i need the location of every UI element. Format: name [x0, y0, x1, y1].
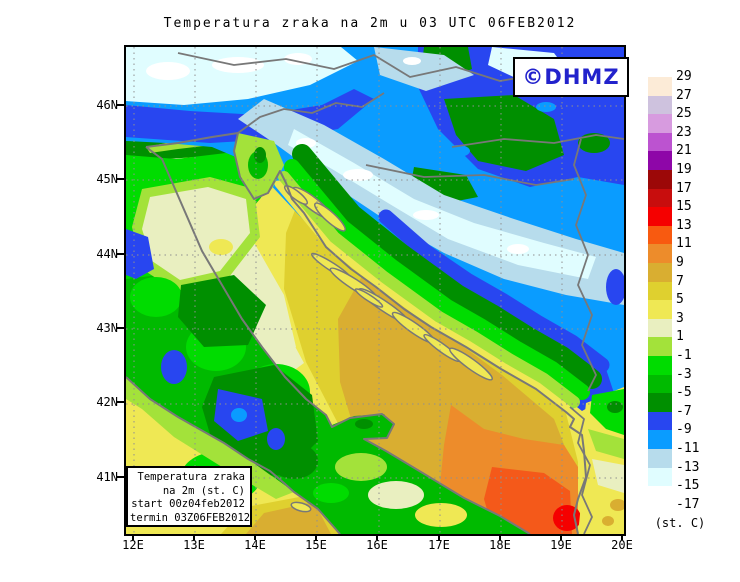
colorbar-swatch: [648, 244, 672, 263]
colorbar-level-label: 13: [676, 217, 692, 233]
colorbar-swatch: [648, 486, 672, 505]
colorbar-swatch: [648, 374, 672, 394]
colorbar-swatch: [648, 263, 672, 282]
info-line-parameter: Temperatura zraka: [137, 471, 245, 483]
y-tick-mark: [117, 104, 124, 106]
adriatic-islands: [283, 185, 493, 513]
colorbar-level-label: 3: [676, 310, 684, 326]
colorbar-level-label: -5: [676, 385, 692, 401]
dalmatian-coast-bands: [274, 144, 602, 413]
colorbar-swatch: [648, 281, 672, 301]
x-tick-mark: [560, 534, 562, 540]
colorbar-level-label: -7: [676, 403, 692, 419]
country-borders: [177, 52, 624, 534]
colorbar-level-label: 25: [676, 106, 692, 122]
colorbar-level-label: -17: [676, 496, 700, 512]
y-tick-label: 45N: [96, 172, 118, 186]
colorbar-swatch: [648, 467, 672, 487]
x-tick-mark: [132, 534, 134, 540]
colorbar-swatch: [648, 188, 672, 208]
y-tick-label: 41N: [96, 470, 118, 484]
colorbar-level-label: 19: [676, 162, 692, 177]
colorbar-swatch: [648, 170, 672, 189]
y-tick-label: 43N: [96, 321, 118, 335]
y-tick-mark: [117, 401, 124, 403]
colorbar-level-label: -1: [676, 348, 692, 363]
colorbar-level-label: 21: [676, 143, 692, 159]
y-tick-mark: [117, 178, 124, 180]
colorbar-swatch: [648, 393, 672, 412]
colorbar-swatch: [648, 356, 672, 375]
dhmz-logo-box: ©DHMZ: [513, 57, 629, 97]
x-tick-mark: [499, 534, 501, 540]
colorbar-level-label: 5: [676, 292, 684, 308]
colorbar-swatch: [648, 151, 672, 170]
x-tick-mark: [376, 534, 378, 540]
colorbar-swatch: [648, 77, 672, 96]
albania-land: [578, 389, 624, 534]
coastlines: [126, 132, 587, 534]
x-tick-mark: [254, 534, 256, 540]
y-tick-mark: [117, 327, 124, 329]
x-tick-label: 16E: [366, 538, 388, 552]
colorbar-swatch: [648, 337, 672, 356]
x-tick-mark: [438, 534, 440, 540]
colorbar-swatch: [648, 95, 672, 115]
colorbar-swatch: [648, 430, 672, 449]
colorbar-level-label: 11: [676, 236, 692, 252]
map-frame: [124, 45, 626, 536]
colorbar-level-label: -15: [676, 478, 700, 494]
y-tick-label: 42N: [96, 395, 118, 409]
y-tick-mark: [117, 476, 124, 478]
colorbar-level-label: 15: [676, 199, 692, 215]
colorbar-swatch: [648, 300, 672, 319]
colorbar-level-label: 9: [676, 255, 684, 270]
istria-peninsula: [234, 133, 284, 201]
temperature-map: [126, 47, 624, 534]
info-line-level: na 2m (st. C): [162, 484, 245, 497]
page-title: Temperatura zraka na 2m u 03 UTC 06FEB20…: [163, 16, 577, 31]
info-line-termin: termin 03Z06FEB2012: [130, 511, 251, 524]
x-tick-mark: [621, 534, 623, 540]
colorbar-swatch: [648, 411, 672, 431]
x-tick-label: 14E: [244, 538, 266, 552]
x-tick-mark: [315, 534, 317, 540]
colorbar-swatch: [648, 318, 672, 338]
y-tick-label: 46N: [96, 98, 118, 112]
x-tick-label: 15E: [305, 538, 327, 552]
run-info-box: Temperatura zraka na 2m (st. C) start 00…: [126, 466, 252, 527]
grid-lines: [126, 47, 624, 534]
x-tick-label: 12E: [122, 538, 144, 552]
y-tick-mark: [117, 253, 124, 255]
x-tick-label: 17E: [428, 538, 450, 552]
info-line-start: start 00z04feb2012: [131, 498, 245, 510]
x-tick-label: 19E: [550, 538, 572, 552]
colorbar-level-label: 17: [676, 180, 692, 196]
colorbar-level-label: 1: [676, 329, 684, 345]
colorbar-swatch: [648, 114, 672, 133]
dhmz-logo-text: ©DHMZ: [522, 65, 620, 89]
colorbar-swatch: [648, 207, 672, 226]
colorbar-swatch: [648, 132, 672, 152]
colorbar-unit-label: (st. C): [654, 516, 706, 530]
x-tick-label: 13E: [183, 538, 205, 552]
colorbar-level-label: 29: [676, 69, 692, 84]
colorbar-level-label: -3: [676, 366, 692, 382]
x-tick-mark: [193, 534, 195, 540]
colorbar-level-label: 7: [676, 273, 684, 289]
y-tick-label: 44N: [96, 247, 118, 261]
x-tick-label: 20E: [611, 538, 633, 552]
colorbar-level-label: 27: [676, 87, 692, 103]
colorbar-swatch: [648, 449, 672, 468]
x-tick-label: 18E: [489, 538, 511, 552]
colorbar-level-label: 23: [676, 124, 692, 140]
colorbar-level-label: -9: [676, 422, 692, 438]
colorbar-level-label: -11: [676, 441, 700, 456]
colorbar-swatch: [648, 225, 672, 245]
colorbar-level-label: -13: [676, 459, 700, 475]
